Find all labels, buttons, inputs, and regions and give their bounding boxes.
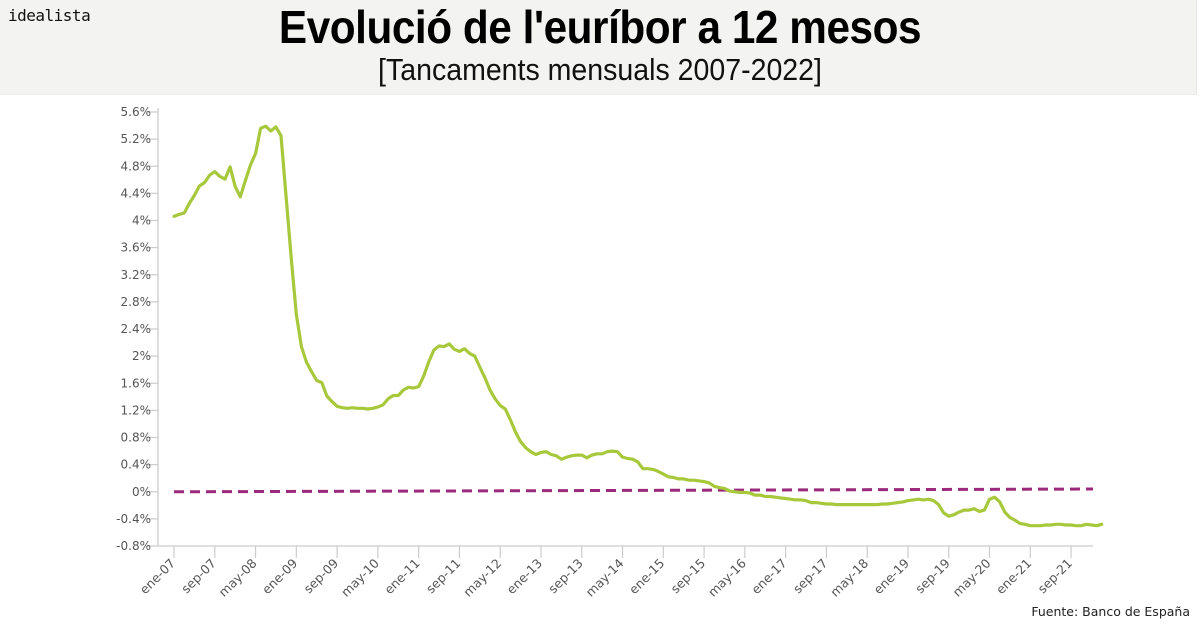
y-tick-label: -0.4% — [116, 512, 151, 526]
x-tick-label: ene-09 — [259, 555, 301, 597]
y-tick-label: 4.4% — [121, 186, 152, 200]
y-tick-label: 2.8% — [121, 295, 152, 309]
x-tick-label: may-14 — [583, 555, 627, 599]
x-tick-label: may-08 — [216, 555, 260, 599]
y-tick-label: 5.6% — [121, 105, 152, 119]
x-tick-label: sep-21 — [1034, 556, 1075, 597]
chart-title: Evolució de l'euríbor a 12 mesos — [278, 1, 922, 53]
y-axis: 5.6% 5.2% 4.8% 4.4% 4% 3.6% 3.2% 2.8% 2.4% 2% 1.6%… — [116, 105, 159, 553]
y-tick-label: 5.2% — [121, 132, 152, 146]
brand-logo: idealista — [8, 6, 91, 25]
y-tick-label: 0.8% — [121, 431, 152, 445]
x-tick-label: may-10 — [338, 555, 382, 599]
y-tick-label: 3.2% — [121, 268, 152, 282]
x-tick-label: may-18 — [827, 555, 871, 599]
zero-reference-line — [173, 487, 1094, 494]
x-tick-label: ene-17 — [748, 556, 790, 598]
x-tick-label: ene-11 — [381, 556, 423, 598]
x-tick-label: may-16 — [705, 555, 749, 599]
x-tick-label: may-20 — [949, 555, 993, 599]
source-note: Fuente: Banco de España — [1031, 604, 1190, 619]
y-tick-label: 4% — [132, 214, 151, 228]
y-tick-label: -0.8% — [116, 539, 151, 553]
x-tick-label: ene-19 — [871, 555, 913, 597]
y-tick-label: 1.2% — [121, 403, 152, 417]
x-tick-label: may-12 — [460, 556, 504, 600]
x-tick-label: sep-11 — [423, 556, 464, 597]
y-tick-label: 4.8% — [121, 159, 152, 173]
x-tick-label: ene-13 — [504, 556, 546, 598]
y-tick-label: 1.6% — [121, 376, 152, 390]
x-tick-label: ene-07 — [137, 556, 179, 598]
x-tick-label: sep-09 — [301, 555, 342, 596]
chart-subtitle: [Tancaments mensuals 2007-2022] — [378, 52, 822, 87]
header-banner: idealista Evolució de l'euríbor a 12 mes… — [0, 0, 1197, 95]
x-tick-label: sep-15 — [668, 556, 709, 597]
y-tick-label: 2% — [132, 349, 151, 363]
x-tick-label: sep-17 — [790, 556, 831, 597]
y-tick-label: 3.6% — [121, 241, 152, 255]
x-tick-label: sep-07 — [178, 556, 219, 597]
euribor-series-line — [172, 124, 1104, 528]
y-tick-label: 0.4% — [121, 458, 152, 472]
x-tick-label: sep-13 — [545, 556, 586, 597]
y-tick-label: 0% — [132, 485, 151, 499]
x-tick-label: sep-19 — [912, 555, 953, 596]
x-tick-label: ene-15 — [626, 556, 668, 598]
x-tick-label: ene-21 — [993, 556, 1035, 598]
y-tick-label: 2.4% — [121, 322, 152, 336]
